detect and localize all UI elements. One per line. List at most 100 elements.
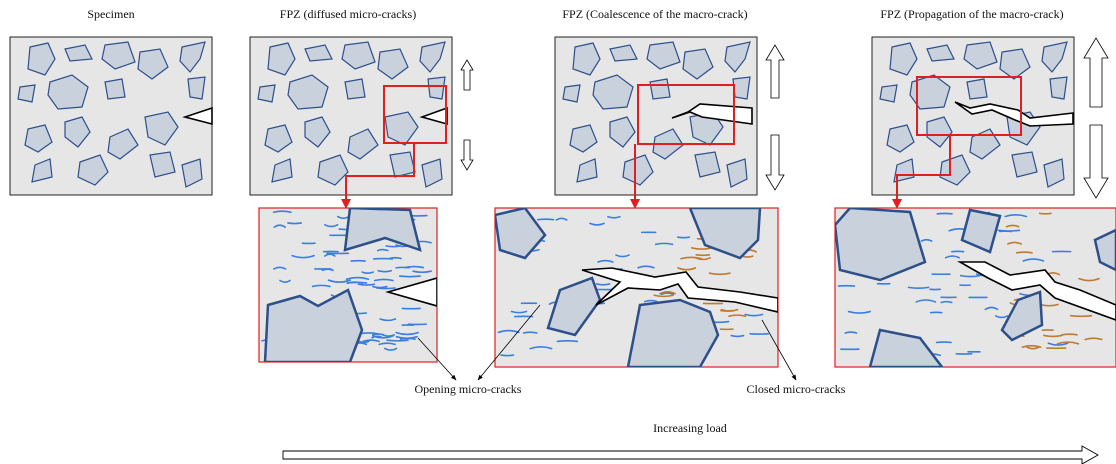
aggregate	[609, 44, 638, 62]
aggregate	[1049, 76, 1068, 100]
load-arrow	[282, 445, 1099, 464]
micro-crack	[1021, 344, 1042, 348]
micro-crack	[377, 269, 393, 273]
aggregate	[835, 208, 927, 282]
pointer	[477, 304, 541, 381]
micro-crack	[556, 339, 579, 343]
fpz-box	[916, 76, 1022, 136]
micro-crack	[680, 256, 703, 260]
aggregate	[688, 208, 762, 260]
aggregate	[909, 74, 951, 110]
micro-crack	[728, 314, 747, 317]
aggregate	[64, 116, 91, 148]
micro-crack	[994, 315, 1009, 319]
micro-crack	[376, 248, 389, 252]
aggregate	[1093, 228, 1116, 272]
aggregate	[31, 158, 53, 183]
micro-crack	[372, 335, 394, 339]
micro-crack	[1078, 277, 1100, 282]
aggregate	[389, 151, 416, 178]
load-arrow-down	[1083, 124, 1109, 199]
micro-crack	[1069, 314, 1093, 318]
aggregate	[724, 41, 751, 73]
micro-crack	[346, 281, 368, 284]
aggregate	[626, 298, 720, 367]
connector	[341, 143, 415, 209]
aggregate	[889, 42, 918, 76]
micro-crack	[589, 222, 605, 226]
aggregate	[592, 74, 634, 110]
aggregate	[562, 84, 581, 103]
aggregate	[926, 44, 955, 62]
aggregate	[377, 48, 409, 80]
aggregate	[622, 154, 654, 186]
micro-crack	[654, 242, 674, 246]
micro-crack	[345, 276, 370, 281]
micro-crack	[395, 335, 418, 340]
aggregate	[27, 42, 56, 76]
micro-crack	[500, 354, 515, 357]
micro-crack	[997, 229, 1021, 232]
micro-crack	[1004, 214, 1028, 218]
aggregate	[179, 41, 206, 73]
micro-crack	[272, 210, 292, 214]
micro-crack	[730, 334, 745, 338]
micro-crack	[522, 331, 538, 334]
micro-crack	[357, 283, 376, 286]
aggregate	[271, 158, 293, 183]
connector	[892, 135, 951, 209]
aggregate	[694, 151, 721, 178]
aggregate	[572, 42, 601, 76]
micro-crack	[273, 224, 287, 228]
pointer	[417, 337, 457, 381]
aggregate	[963, 41, 998, 70]
micro-crack	[1061, 333, 1078, 336]
aggregate	[304, 44, 333, 62]
aggregate	[966, 78, 988, 100]
micro-crack	[741, 255, 754, 258]
aggregate	[1000, 290, 1044, 342]
micro-crack	[744, 313, 764, 317]
title-stage2: FPZ (Coalescence of the macro-crack)	[562, 7, 747, 21]
micro-crack	[497, 329, 520, 334]
aggregate	[287, 74, 329, 110]
micro-crack	[959, 274, 981, 278]
micro-crack	[1084, 337, 1103, 341]
micro-crack	[637, 265, 655, 269]
aggregate	[646, 41, 681, 70]
aggregate	[1043, 158, 1065, 188]
macro-crack	[956, 261, 1116, 321]
micro-crack	[510, 310, 528, 314]
aggregate	[24, 124, 53, 153]
title-specimen: Specimen	[87, 7, 134, 21]
aggregate	[144, 111, 179, 146]
notch	[182, 106, 213, 126]
aggregate	[960, 208, 1002, 254]
micro-crack	[1043, 334, 1063, 338]
notch	[385, 277, 437, 307]
micro-crack	[395, 331, 419, 336]
micro-crack	[1056, 341, 1080, 345]
aggregate	[384, 111, 419, 146]
aggregate	[1041, 41, 1068, 73]
micro-crack	[708, 272, 731, 276]
micro-crack	[643, 299, 658, 303]
aggregate	[341, 41, 376, 70]
aggregate	[264, 124, 293, 153]
aggregate	[343, 208, 422, 252]
fpz-box	[637, 84, 735, 145]
micro-crack	[327, 279, 351, 283]
pointer	[761, 319, 797, 381]
aggregate	[495, 208, 547, 260]
aggregate	[868, 328, 944, 367]
micro-crack	[379, 318, 397, 322]
aggregate	[64, 44, 93, 62]
macro-crack	[581, 267, 778, 313]
aggregate	[427, 76, 446, 100]
aggregate	[649, 78, 671, 100]
micro-crack	[944, 255, 960, 259]
micro-crack	[383, 347, 398, 351]
zoom-content	[495, 208, 778, 367]
micro-crack	[412, 270, 432, 274]
aggregate	[107, 128, 139, 160]
